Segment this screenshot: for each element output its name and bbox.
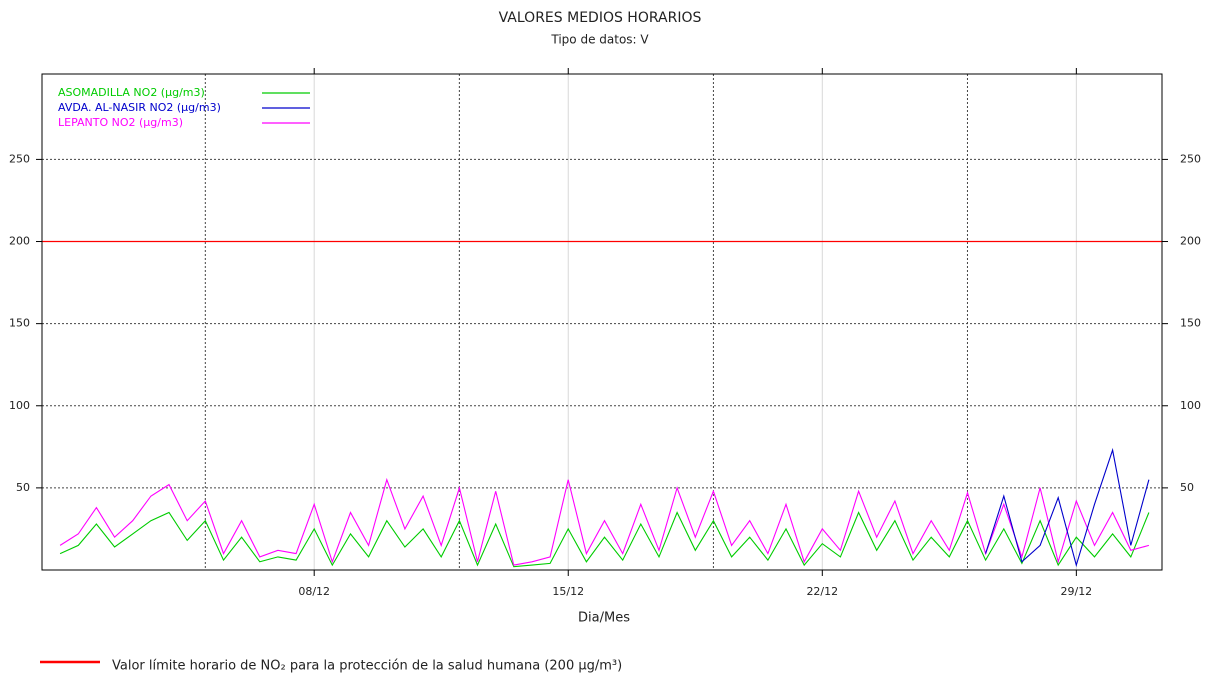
chart-title: VALORES MEDIOS HORARIOS xyxy=(499,10,702,26)
legend-label: LEPANTO NO2 (µg/m3) xyxy=(58,116,183,129)
x-axis-label: Dia/Mes xyxy=(578,611,630,626)
series-line xyxy=(985,447,1150,568)
x-tick-label: 08/12 xyxy=(298,585,330,598)
x-tick-label: 22/12 xyxy=(806,585,838,598)
y-tick-label-right: 50 xyxy=(1180,481,1194,494)
y-tick-label-right: 250 xyxy=(1180,152,1201,165)
chart-subtitle: Tipo de datos: V xyxy=(550,33,649,47)
x-tick-label: 15/12 xyxy=(552,585,584,598)
y-tick-label-right: 200 xyxy=(1180,235,1201,248)
reference-legend-label: Valor límite horario de NO₂ para la prot… xyxy=(112,659,622,674)
x-tick-label: 29/12 xyxy=(1060,585,1092,598)
y-tick-label: 200 xyxy=(9,235,30,248)
y-tick-label: 250 xyxy=(9,152,30,165)
series-line xyxy=(59,511,1150,568)
y-tick-label: 150 xyxy=(9,317,30,330)
legend-label: ASOMADILLA NO2 (µg/m3) xyxy=(58,86,205,99)
legend-label: AVDA. AL-NASIR NO2 (µg/m3) xyxy=(58,101,221,114)
series-line xyxy=(59,477,1150,566)
y-tick-label: 50 xyxy=(16,481,30,494)
y-tick-label: 100 xyxy=(9,399,30,412)
plot-frame xyxy=(41,73,1163,571)
y-tick-label-right: 100 xyxy=(1180,399,1201,412)
y-tick-label-right: 150 xyxy=(1180,317,1201,330)
